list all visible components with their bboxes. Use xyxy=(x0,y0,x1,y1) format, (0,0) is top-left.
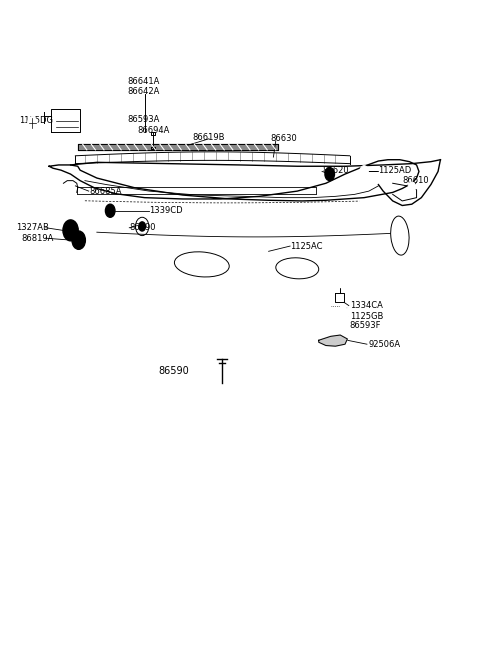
Text: 1125DG: 1125DG xyxy=(20,116,54,125)
Text: 86593A: 86593A xyxy=(128,115,160,124)
Text: 86590: 86590 xyxy=(159,366,190,376)
Circle shape xyxy=(360,166,368,177)
Circle shape xyxy=(344,308,350,317)
Circle shape xyxy=(139,222,145,231)
Circle shape xyxy=(28,116,37,129)
Text: 86694A: 86694A xyxy=(137,125,170,135)
Text: 86819A: 86819A xyxy=(22,234,54,242)
Ellipse shape xyxy=(276,258,319,279)
Text: 1125GB: 1125GB xyxy=(350,311,383,321)
Text: 86593F: 86593F xyxy=(350,321,381,330)
Text: 1125AC: 1125AC xyxy=(290,242,323,250)
Text: 86642A: 86642A xyxy=(128,87,160,96)
Text: 1334CA: 1334CA xyxy=(350,301,383,310)
Circle shape xyxy=(408,182,416,193)
Text: 86590: 86590 xyxy=(129,223,156,233)
Ellipse shape xyxy=(391,216,409,255)
Polygon shape xyxy=(319,335,348,346)
Text: 92506A: 92506A xyxy=(369,340,401,349)
Circle shape xyxy=(325,168,335,181)
Ellipse shape xyxy=(174,252,229,277)
Text: 1339CD: 1339CD xyxy=(149,206,183,215)
Text: 86619B: 86619B xyxy=(192,133,225,142)
Circle shape xyxy=(106,204,115,217)
Text: 86685A: 86685A xyxy=(90,187,122,196)
Circle shape xyxy=(72,231,85,250)
Text: 86641A: 86641A xyxy=(128,77,160,85)
Text: 86630: 86630 xyxy=(270,134,297,143)
Text: 86620: 86620 xyxy=(322,166,348,175)
Text: 1327AB: 1327AB xyxy=(16,223,48,233)
Text: 1125AD: 1125AD xyxy=(378,166,412,175)
Circle shape xyxy=(63,220,78,241)
Text: 86610: 86610 xyxy=(402,176,429,185)
